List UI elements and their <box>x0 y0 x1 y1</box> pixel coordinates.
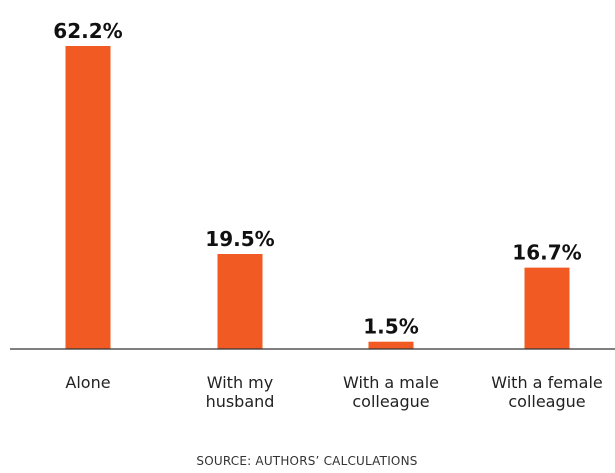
category-label-line: With a male <box>343 373 439 392</box>
category-label-3: With a male colleague <box>343 373 439 411</box>
bar-3 <box>368 341 414 349</box>
category-label-line: colleague <box>352 392 429 411</box>
bars-group <box>65 46 570 349</box>
category-label-line: With a female <box>491 373 602 392</box>
category-label-line: With my <box>207 373 273 392</box>
value-label-2: 19.5% <box>205 227 274 251</box>
value-label-1: 62.2% <box>53 19 122 43</box>
source-note: SOURCE: AUTHORS’ CALCULATIONS <box>196 454 417 468</box>
category-label-line: husband <box>206 392 275 411</box>
category-label-1: Alone <box>65 373 110 392</box>
category-label-4: With a female colleague <box>491 373 602 411</box>
value-label-4: 16.7% <box>512 241 581 265</box>
bar-2 <box>217 254 263 349</box>
value-labels-group: 62.2% 19.5% 1.5% 16.7% <box>53 19 581 339</box>
value-label-3: 1.5% <box>363 315 418 339</box>
category-label-2: With my husband <box>206 373 275 411</box>
bar-4 <box>524 267 570 349</box>
category-label-line: colleague <box>508 392 585 411</box>
bar-1 <box>65 46 111 349</box>
category-label-line: Alone <box>65 373 110 392</box>
